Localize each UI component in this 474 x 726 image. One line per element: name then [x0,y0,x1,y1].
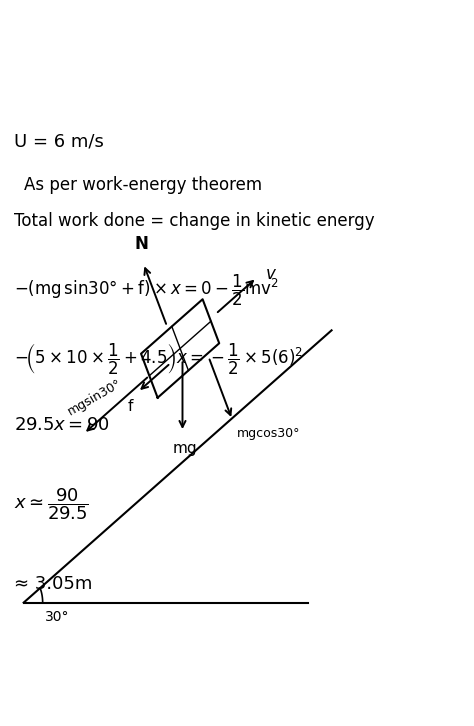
Text: mgsin30°: mgsin30° [66,377,125,418]
Text: $29.5x=90$: $29.5x=90$ [14,416,110,433]
Text: As per work-energy theorem: As per work-energy theorem [24,176,262,194]
Text: f: f [128,399,133,415]
Text: $-(\mathrm{mg\,sin30°+f})\times x=0-\dfrac{1}{2}\mathrm{mv}^{2}$: $-(\mathrm{mg\,sin30°+f})\times x=0-\dfr… [14,273,279,308]
Text: 30°: 30° [45,610,69,624]
Text: N: N [134,234,148,253]
Text: v: v [266,265,276,283]
Text: mgcos30°: mgcos30° [237,427,301,440]
Text: Total work done = change in kinetic energy: Total work done = change in kinetic ener… [14,213,375,230]
Text: U = 6 m/s: U = 6 m/s [14,133,104,150]
Text: mg: mg [173,441,197,456]
Text: $-\!\left(5\times10\times\dfrac{1}{2}+4.5\right)x=-\dfrac{1}{2}\times5(6)^{2}$: $-\!\left(5\times10\times\dfrac{1}{2}+4.… [14,342,303,377]
Text: $x\simeq\dfrac{90}{29.5}$: $x\simeq\dfrac{90}{29.5}$ [14,486,89,523]
Text: ≈ 3.05m: ≈ 3.05m [14,576,92,593]
